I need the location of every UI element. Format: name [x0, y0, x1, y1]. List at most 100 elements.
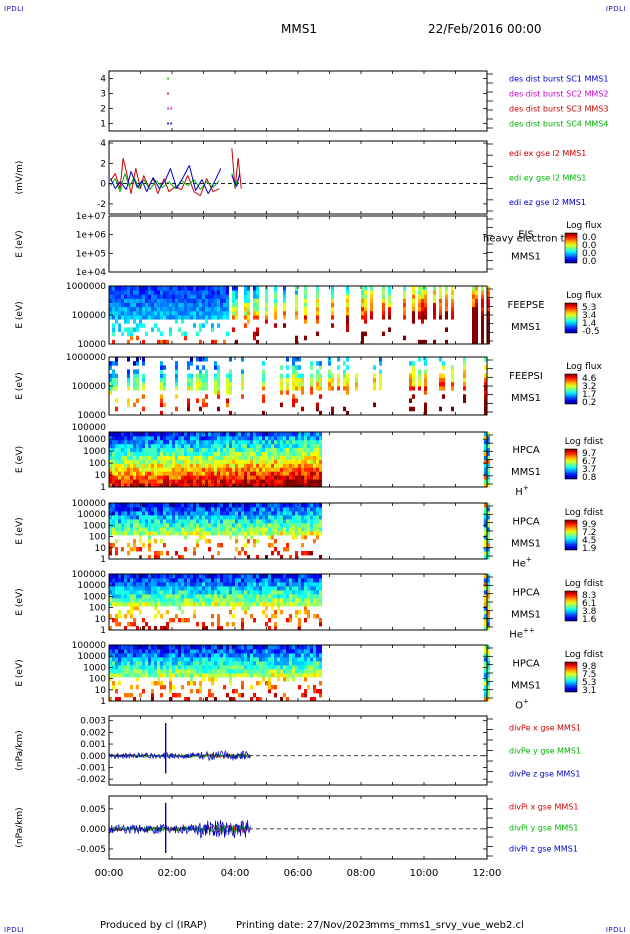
hpca_o-species: O+ [515, 697, 529, 711]
burst-legend-1: des dist burst SC2 MMS2 [509, 90, 608, 99]
feepsi-colorbar [564, 373, 578, 405]
eis-instrument-label: EIS [518, 229, 534, 240]
date-title: 22/Feb/2016 00:00 [428, 22, 542, 36]
eis-minor-ticks [108, 216, 493, 272]
hpca_h-species-charge: + [523, 484, 529, 492]
hpca_h-ylabel: E (eV) [15, 446, 25, 473]
burst-ytick-2: 3 [100, 90, 106, 100]
hpca_hepp-ytick-1: 10 [95, 615, 107, 625]
feepse-colorbar-tick-2: 1.4 [582, 319, 597, 329]
divpe-ytick-0: -0.002 [77, 775, 106, 785]
xaxis-tick-0: 00:00 [95, 868, 124, 879]
burst-ytick-3: 4 [100, 75, 106, 85]
hpca_hepp-spectrogram [109, 574, 490, 631]
hpca_o-colorbar-tick-0: 9.8 [582, 662, 597, 672]
hpca_o-ytick-5: 100000 [72, 641, 107, 651]
hpca_o-colorbar-tick-1: 7.5 [582, 670, 596, 680]
feepsi-ytick-1: 100000 [72, 382, 107, 392]
hpca_h-species: H+ [515, 484, 529, 498]
hpca_he-colorbar-tick-2: 4.5 [582, 536, 596, 546]
feepsi-minor-ticks [108, 357, 493, 415]
feepse-colorbar-tick-3: -0.5 [582, 327, 600, 337]
feepsi-spectrogram [109, 357, 487, 416]
feepsi-ytick-0: 10000 [77, 411, 106, 421]
feepsi-ytick-2: 1000000 [66, 353, 106, 363]
hpca_o-ytick-3: 1000 [83, 663, 106, 673]
footer-script-name: mms_mms1_srvy_vue_web2.cl [370, 920, 524, 931]
xaxis-tick-6: 12:00 [473, 868, 502, 879]
edi-ytick-0: -2 [97, 200, 106, 210]
hpca_he-ytick-5: 100000 [72, 499, 107, 509]
edi-legend-1: edi ey gse l2 MMS1 [509, 174, 587, 183]
feepse-ytick-0: 10000 [77, 340, 106, 350]
hpca_h-ytick-2: 100 [89, 459, 106, 469]
burst-ytick-0: 1 [100, 120, 106, 130]
eis-colorbar-tick-3: 0.0 [582, 257, 597, 267]
edi-series-2 [110, 165, 241, 194]
feepsi-instrument-label: FEEPSI [509, 371, 543, 382]
hpca_he-ytick-3: 1000 [83, 521, 106, 531]
hpca_hepp-species: He++ [509, 626, 535, 640]
feepsi-colorbar-tick-2: 1.7 [582, 390, 596, 400]
burst-mark-0-0 [167, 122, 169, 125]
burst-ytick-1: 2 [100, 105, 106, 115]
hpca_h-ytick-1: 10 [95, 471, 107, 481]
burst-minor-ticks [108, 71, 493, 131]
hpca_hepp-minor-ticks [108, 574, 493, 630]
corner-label-top-right: IPDLI [605, 5, 626, 13]
burst-mark-1-0 [167, 107, 169, 110]
hpca_he-instrument-label: HPCA [512, 516, 540, 527]
footer-printing-date: Printing date: 27/Nov/2023 [236, 920, 372, 931]
hpca_o-ytick-2: 100 [89, 675, 106, 685]
hpca_hepp-ylabel: E (eV) [15, 588, 25, 615]
divpe-ytick-3: 0.001 [80, 740, 106, 750]
feepse-instrument-label: FEEPSE [507, 300, 544, 311]
spacecraft-title: MMS1 [281, 22, 317, 36]
hpca_o-minor-ticks [108, 645, 493, 701]
divpi-minor-ticks [108, 796, 493, 859]
eis-ytick-3: 1e+07 [76, 212, 106, 222]
hpca_he-colorbar-tick-1: 7.2 [582, 528, 596, 538]
hpca_hepp-ytick-2: 100 [89, 604, 106, 614]
hpca_o-colorbar-tick-2: 5.3 [582, 678, 596, 688]
feepsi-colorbar-title: Log flux [566, 362, 602, 372]
eis-colorbar-tick-1: 0.0 [582, 241, 597, 251]
divpi-legend-1: divPi y gse MMS1 [509, 824, 578, 833]
divpi-series-2 [108, 819, 251, 839]
burst-mark-3-0 [167, 77, 169, 80]
hpca_h-colorbar-title: Log fdist [565, 437, 604, 447]
feepse-colorbar-tick-0: 5.3 [582, 303, 596, 313]
feepse-spectrogram [109, 286, 490, 345]
hpca_he-minor-ticks [108, 503, 493, 559]
burst-frame [108, 70, 488, 132]
hpca_hepp-ytick-5: 100000 [72, 570, 107, 580]
hpca_o-instrument-sc: MMS1 [511, 680, 541, 691]
feepse-colorbar-tick-1: 3.4 [582, 311, 597, 321]
eis-colorbar [564, 232, 578, 264]
divpi-ylabel: (nPa/km) [15, 807, 25, 847]
divpe-ytick-1: -0.001 [77, 763, 106, 773]
feepse-colorbar-title: Log flux [566, 291, 602, 301]
burst-legend-2: des dist burst SC3 MMS3 [509, 105, 608, 114]
hpca_he-spectrogram [109, 503, 490, 560]
xaxis-tick-5: 10:00 [410, 868, 439, 879]
hpca_hepp-colorbar-tick-1: 6.1 [582, 599, 596, 609]
feepse-ytick-2: 1000000 [66, 282, 106, 292]
edi-legend-0: edi ex gse l2 MMS1 [509, 149, 586, 158]
hpca_he-ytick-2: 100 [89, 533, 106, 543]
hpca_o-ytick-1: 10 [95, 686, 107, 696]
burst-legend-0: des dist burst SC1 MMS1 [509, 75, 608, 84]
hpca_h-colorbar [564, 448, 578, 480]
hpca_o-ytick-0: 1 [100, 697, 106, 707]
eis-instrument-sc: MMS1 [511, 251, 541, 262]
hpca_h-minor-ticks [108, 432, 493, 487]
eis-ytick-2: 1e+06 [76, 231, 107, 241]
divpe-series-2 [108, 750, 251, 762]
hpca_h-spectrogram [109, 432, 490, 488]
hpca_he-ylabel: E (eV) [15, 517, 25, 544]
hpca_he-species-charge: + [526, 555, 532, 563]
hpca_he-colorbar [564, 519, 578, 551]
xaxis-tick-1: 02:00 [158, 868, 187, 879]
edi-ytick-1: 0 [100, 180, 106, 190]
feepsi-colorbar-tick-0: 4.6 [582, 374, 597, 384]
